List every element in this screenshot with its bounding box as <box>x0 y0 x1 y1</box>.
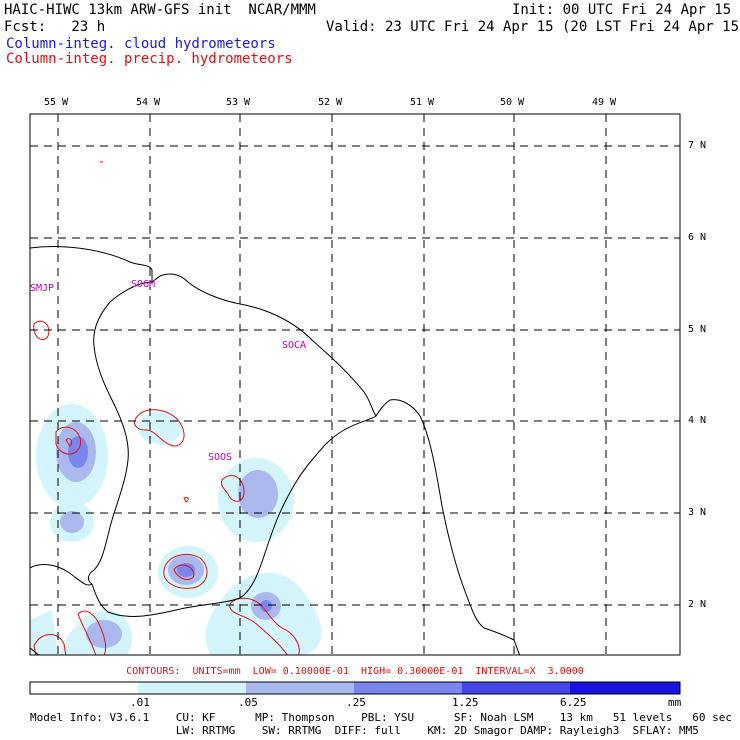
lat-label-4n: 4 N <box>688 415 707 426</box>
model-info-line2: LW: RRTMG SW: RRTMG DIFF: full KM: 2D Sm… <box>30 724 699 737</box>
lat-label-3n: 3 N <box>688 507 707 518</box>
lon-label-53w: 53 W <box>226 97 251 108</box>
init-time: Init: 00 UTC Fri 24 Apr 15 <box>512 2 732 18</box>
cloud-shading <box>30 114 680 655</box>
map-title: HAIC-HIWC 13km ARW-GFS init NCAR/MMM <box>4 2 316 18</box>
colorbar-tick-3: 1.25 <box>452 696 479 709</box>
colorbar-tick-4: 6.25 <box>560 696 587 709</box>
lat-label-6n: 6 N <box>688 232 707 243</box>
lat-label-7n: 7 N <box>688 140 707 151</box>
contours-note: CONTOURS: UNITS=mm LOW= 0.10000E-01 HIGH… <box>126 666 584 677</box>
map-frame <box>29 113 681 656</box>
station-smjp: SMJP <box>30 283 55 294</box>
legend-cloud-hydrometeors: Column-integ. cloud hydrometeors <box>6 36 276 52</box>
colorbar-tick-2: .25 <box>346 696 366 709</box>
lon-label-51w: 51 W <box>410 97 435 108</box>
legend-precip-hydrometeors: Column-integ. precip. hydrometeors <box>6 51 293 67</box>
colorbar-unit: mm <box>668 696 682 709</box>
lon-label-54w: 54 W <box>136 97 161 108</box>
lon-label-52w: 52 W <box>318 97 343 108</box>
station-soca: SOCA <box>282 340 307 351</box>
lon-label-55w: 55 W <box>44 97 69 108</box>
station-sogm: SOGM <box>131 279 156 290</box>
model-info-line1: Model Info: V3.6.1 CU: KF MP: Thompson P… <box>30 711 732 724</box>
colorbar <box>29 681 681 695</box>
lat-label-5n: 5 N <box>688 324 707 335</box>
valid-time: Valid: 23 UTC Fri 24 Apr 15 (20 LST Fri … <box>326 19 740 35</box>
station-soos: SOOS <box>208 452 233 463</box>
lon-label-49w: 49 W <box>592 97 617 108</box>
forecast-hour: Fcst: 23 h <box>4 19 106 35</box>
colorbar-tick-1: .05 <box>238 696 258 709</box>
colorbar-tick-0: .01 <box>130 696 150 709</box>
lat-label-2n: 2 N <box>688 599 707 610</box>
lon-label-50w: 50 W <box>500 97 525 108</box>
